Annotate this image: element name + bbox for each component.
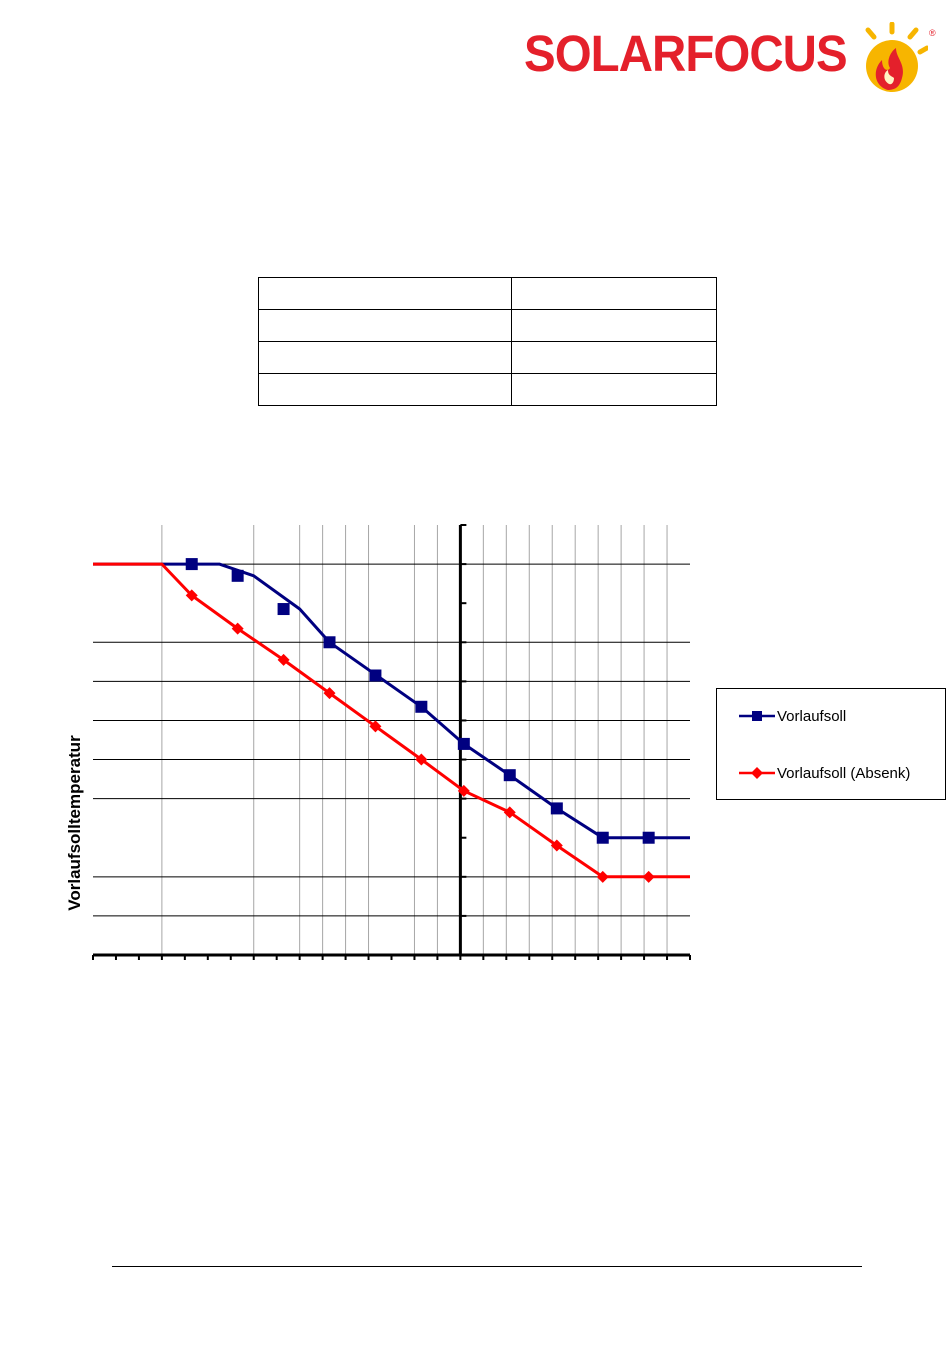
data-point-square bbox=[503, 769, 516, 782]
data-point-diamond bbox=[323, 687, 336, 700]
legend-swatch-square-icon bbox=[739, 711, 775, 721]
table-cell bbox=[258, 277, 512, 310]
data-point-square bbox=[457, 737, 470, 750]
legend-swatch-diamond-icon bbox=[739, 767, 775, 779]
legend-label: Vorlaufsoll (Absenk) bbox=[777, 764, 911, 782]
registered-mark: ® bbox=[929, 28, 936, 38]
data-point-diamond bbox=[415, 753, 428, 766]
axes bbox=[92, 524, 691, 960]
table-row bbox=[258, 373, 717, 406]
data-point-square bbox=[323, 636, 336, 649]
data-point-square bbox=[642, 831, 655, 844]
table-cell bbox=[511, 309, 717, 342]
table-cell bbox=[258, 309, 512, 342]
sun-flame-icon bbox=[865, 22, 928, 92]
table-row bbox=[258, 341, 717, 374]
vertical-gridlines bbox=[161, 525, 668, 955]
table-cell bbox=[511, 373, 717, 406]
horizontal-gridlines bbox=[93, 563, 690, 917]
data-point-diamond bbox=[231, 622, 244, 635]
table-cell bbox=[511, 277, 717, 310]
table-cell bbox=[258, 373, 512, 406]
series-markers bbox=[185, 558, 655, 883]
logo-wordmark: SOLARFOCUS bbox=[524, 25, 848, 82]
series-line-2 bbox=[93, 562, 690, 879]
table-cell bbox=[511, 341, 717, 374]
data-point-diamond bbox=[457, 784, 470, 797]
table-row bbox=[258, 309, 717, 342]
data-point-square bbox=[369, 669, 382, 682]
heating-curve-chart bbox=[92, 524, 691, 960]
chart-legend: Vorlaufsoll Vorlaufsoll (Absenk) bbox=[716, 688, 946, 800]
data-point-diamond bbox=[642, 870, 655, 883]
data-point-square bbox=[550, 802, 563, 815]
data-point-diamond bbox=[550, 839, 563, 852]
table-cell bbox=[258, 341, 512, 374]
legend-label: Vorlaufsoll bbox=[777, 707, 847, 725]
data-point-diamond bbox=[185, 589, 198, 602]
legend-item-series-1: Vorlaufsoll bbox=[739, 706, 846, 726]
footer-divider bbox=[112, 1266, 862, 1267]
table-row bbox=[258, 277, 717, 310]
data-point-diamond bbox=[369, 720, 382, 733]
data-point-diamond bbox=[596, 870, 609, 883]
y-axis-label: Vorlaufsolltemperatur bbox=[65, 735, 84, 911]
series-line-1 bbox=[93, 562, 690, 840]
data-point-square bbox=[596, 831, 609, 844]
data-point-square bbox=[231, 569, 244, 582]
data-point-square bbox=[415, 700, 428, 713]
data-point-diamond bbox=[277, 653, 290, 666]
parameter-table bbox=[258, 277, 717, 406]
legend-item-series-2: Vorlaufsoll (Absenk) bbox=[739, 763, 910, 783]
series-lines bbox=[93, 562, 690, 879]
solarfocus-logo: SOLARFOCUS ® bbox=[524, 22, 944, 102]
data-point-square bbox=[277, 603, 290, 616]
data-point-diamond bbox=[503, 806, 516, 819]
data-point-square bbox=[185, 558, 198, 571]
